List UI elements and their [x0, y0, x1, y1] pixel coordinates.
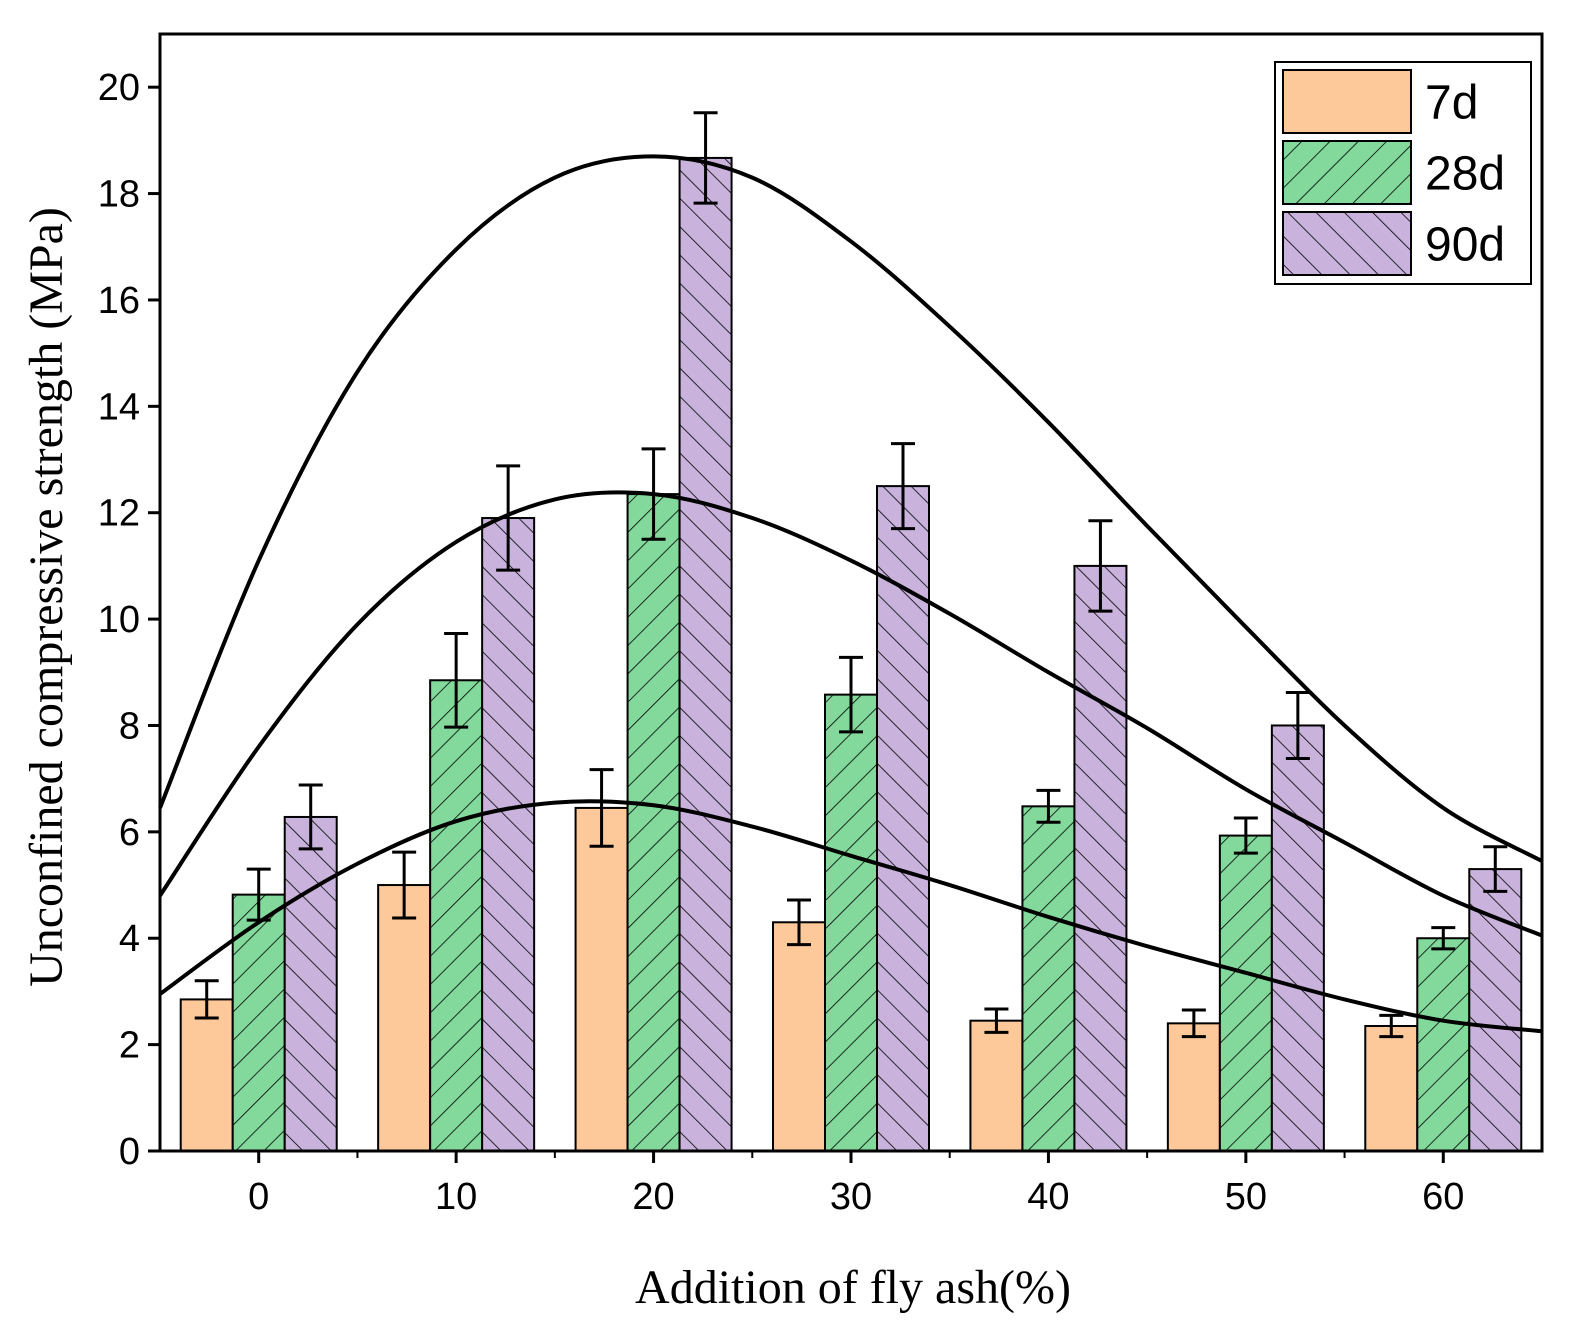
bar-hatch-28d-40 — [1022, 806, 1075, 1151]
error-bar-90d-10 — [496, 464, 521, 572]
error-bar-7d-60 — [1379, 1013, 1404, 1039]
y-tick-label: 16 — [98, 280, 140, 322]
axes: 0 2 4 6 8 10 12 14 16 18 20 0 10 20 30 40 50 60 — [98, 32, 1544, 1218]
y-tick-label: 20 — [98, 67, 140, 109]
error-bar-7d-40 — [984, 1007, 1009, 1034]
legend-item-28d: 28d — [1282, 140, 1505, 205]
error-bar-90d-20 — [693, 111, 718, 205]
bar-7d-40 — [970, 1020, 1023, 1151]
error-bar-90d-0 — [298, 783, 323, 851]
y-tick-label: 14 — [98, 386, 140, 428]
bar-7d-60 — [1365, 1026, 1418, 1151]
error-bar-90d-40 — [1088, 519, 1113, 613]
error-bar-28d-60 — [1431, 926, 1456, 951]
fit-curve-90d — [158, 154, 1543, 863]
x-tick-label: 60 — [1422, 1176, 1464, 1218]
y-tick-label: 0 — [119, 1131, 140, 1173]
error-bar-90d-30 — [891, 442, 915, 531]
y-tick-label: 18 — [98, 174, 140, 216]
bar-7d-10 — [378, 885, 431, 1151]
fit-curve-7d — [158, 799, 1543, 1034]
legend-label-90d: 90d — [1425, 219, 1505, 272]
plot-area — [158, 111, 1543, 1153]
bar-7d-0 — [180, 999, 233, 1151]
bar-hatch-28d-30 — [825, 694, 877, 1151]
error-bar-7d-50 — [1181, 1008, 1206, 1039]
bar-hatch-90d-0 — [284, 816, 337, 1151]
error-bar-28d-30 — [839, 655, 863, 734]
y-tick-label: 8 — [119, 705, 140, 747]
bar-hatch-90d-10 — [482, 518, 535, 1151]
y-tick-label: 12 — [98, 493, 140, 535]
error-bar-7d-30 — [787, 898, 811, 947]
error-bar-28d-20 — [641, 447, 666, 541]
bar-hatch-90d-40 — [1074, 565, 1127, 1151]
bar-hatch-90d-20 — [679, 157, 732, 1151]
bar-7d-50 — [1167, 1023, 1220, 1151]
y-tick-label: 2 — [119, 1025, 140, 1067]
legend-item-7d: 7d — [1282, 69, 1478, 134]
y-tick-label: 10 — [98, 599, 140, 641]
error-bar-28d-50 — [1233, 816, 1258, 855]
error-bar-28d-10 — [444, 631, 469, 729]
error-bar-90d-50 — [1285, 690, 1310, 760]
bar-hatch-28d-50 — [1219, 835, 1272, 1151]
y-tick-label: 6 — [119, 812, 140, 854]
x-tick-label: 10 — [435, 1176, 477, 1218]
error-bar-7d-20 — [589, 768, 614, 848]
bar-hatch-28d-10 — [430, 680, 483, 1151]
error-bar-7d-0 — [194, 979, 219, 1020]
x-tick-label: 20 — [632, 1176, 674, 1218]
bar-hatch-28d-60 — [1417, 938, 1470, 1151]
legend-label-7d: 7d — [1425, 77, 1478, 130]
error-bar-28d-40 — [1036, 788, 1061, 824]
y-axis-title: Unconfined compressive strength (MPa) — [20, 207, 73, 987]
bar-hatch-28d-20 — [627, 494, 680, 1151]
x-tick-label: 0 — [248, 1176, 269, 1218]
x-tick-label: 40 — [1027, 1176, 1069, 1218]
bar-7d-20 — [575, 807, 628, 1151]
bar-hatch-28d-0 — [232, 894, 285, 1151]
x-axis-title: Addition of fly ash(%) — [635, 1261, 1071, 1314]
legend-swatch-7d — [1283, 70, 1411, 133]
error-bar-90d-60 — [1483, 845, 1508, 893]
x-tick-label: 50 — [1225, 1176, 1267, 1218]
bar-7d-30 — [773, 922, 825, 1151]
legend-label-28d: 28d — [1425, 148, 1505, 201]
error-bar-7d-10 — [392, 850, 417, 920]
legend-item-90d: 90d — [1282, 211, 1505, 276]
fit-curve-28d — [158, 490, 1543, 938]
error-bar-28d-0 — [246, 867, 271, 922]
y-tick-label: 4 — [119, 918, 140, 960]
x-tick-label: 30 — [830, 1176, 872, 1218]
bar-hatch-90d-50 — [1271, 725, 1324, 1151]
legend: 7d 28d 90d — [1274, 61, 1532, 285]
